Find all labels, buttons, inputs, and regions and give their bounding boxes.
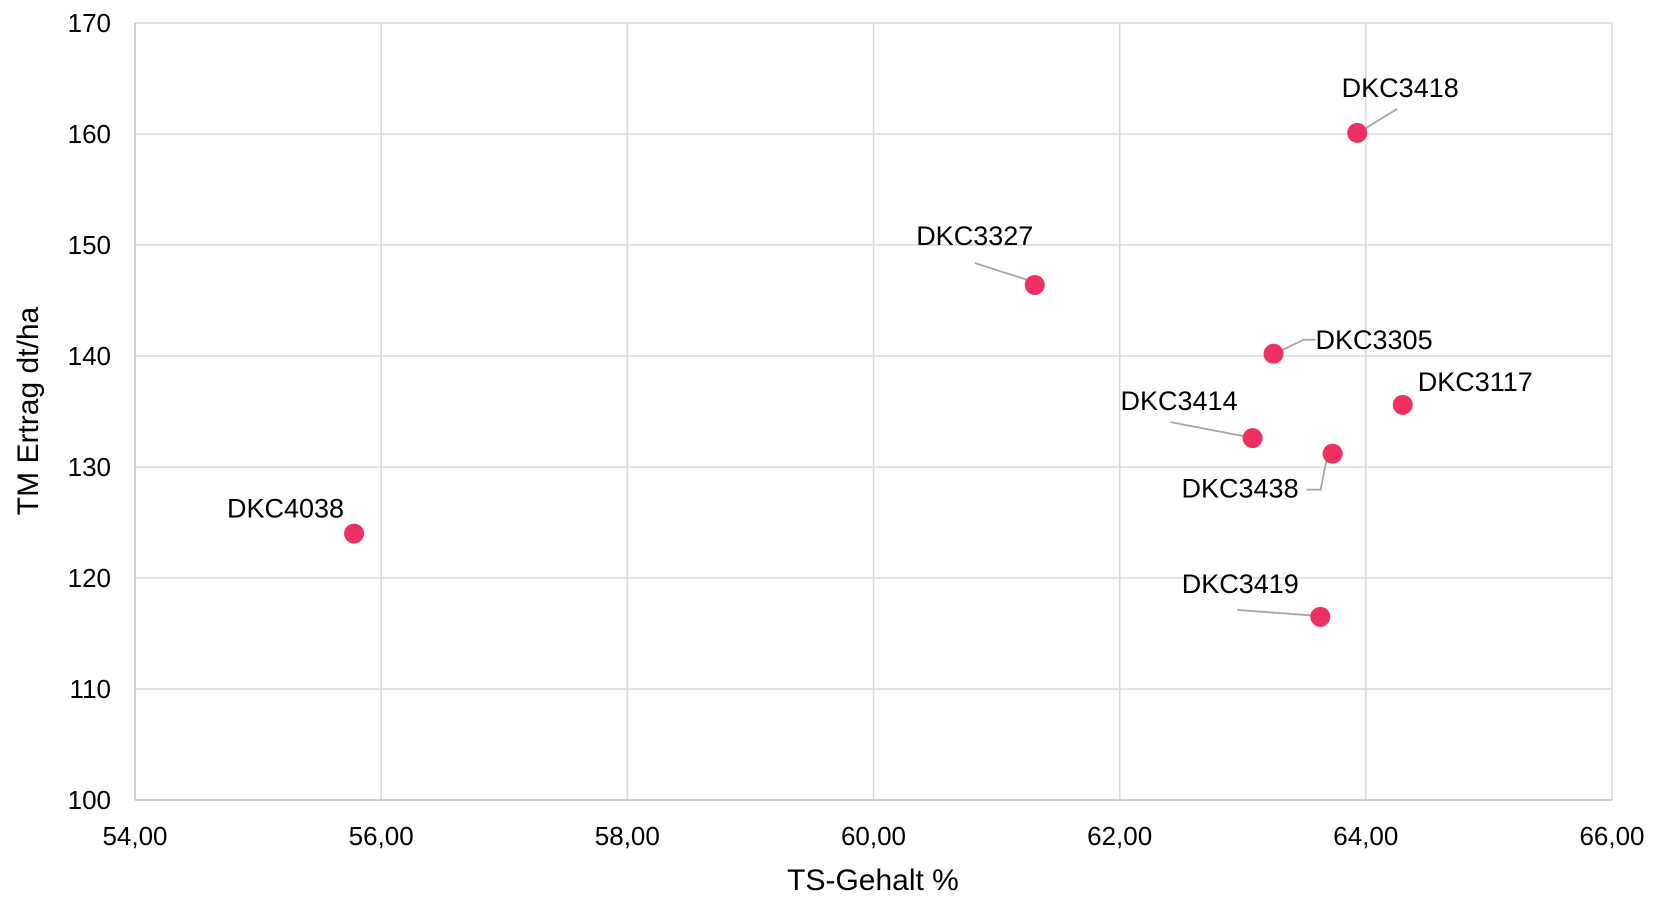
x-tick-label: 54,00 — [102, 821, 167, 851]
data-point — [1263, 343, 1284, 364]
x-tick-label: 60,00 — [841, 821, 906, 851]
point-label: DKC3117 — [1418, 367, 1533, 397]
y-tick-label: 160 — [68, 119, 111, 149]
point-labels: DKC4038 DKC3327 DKC3418 DKC3305 DKC3117 DKC34… — [227, 73, 1533, 599]
y-tick-label: 110 — [70, 674, 111, 704]
x-tick-label: 58,00 — [595, 821, 660, 851]
x-tick-label: 66,00 — [1579, 821, 1644, 851]
point-label: DKC4038 — [227, 494, 344, 524]
y-tick-label: 120 — [68, 563, 111, 593]
y-tick-label: 130 — [68, 452, 111, 482]
data-point — [1392, 394, 1413, 415]
data-point — [1310, 606, 1331, 627]
y-tick-label: 100 — [68, 785, 111, 815]
y-axis-title: TM Ertrag dt/ha — [12, 306, 45, 515]
data-point — [1347, 122, 1368, 143]
data-points — [344, 122, 1413, 627]
label-leader-line — [1170, 421, 1249, 439]
grid — [135, 22, 1613, 800]
data-point — [344, 523, 365, 544]
data-point — [1024, 274, 1045, 295]
label-leader-line — [1306, 459, 1328, 491]
x-tick-label: 56,00 — [349, 821, 414, 851]
y-tick-label: 150 — [68, 230, 111, 260]
label-leader-line — [974, 262, 1032, 282]
x-axis-title: TS-Gehalt % — [787, 864, 959, 897]
point-label: DKC3419 — [1182, 569, 1299, 599]
axes — [134, 23, 1612, 801]
label-leader-line — [1237, 608, 1317, 617]
x-tick-label: 62,00 — [1087, 821, 1152, 851]
data-point — [1322, 443, 1343, 464]
point-label: DKC3305 — [1316, 325, 1433, 355]
point-label: DKC3438 — [1182, 474, 1299, 504]
label-leader-line — [1278, 338, 1316, 353]
y-tick-label: 140 — [68, 341, 111, 371]
label-leader-line — [1360, 108, 1398, 132]
point-label: DKC3414 — [1121, 386, 1238, 416]
label-leaders — [974, 108, 1398, 617]
point-label: DKC3327 — [916, 221, 1033, 251]
x-tick-label: 64,00 — [1333, 821, 1398, 851]
data-point — [1242, 428, 1263, 449]
tick-labels: 100 110 120 130 140 150 160 170 54,00 56,00 58,00 6… — [68, 8, 1645, 851]
y-tick-label: 170 — [68, 8, 111, 38]
point-label: DKC3418 — [1342, 73, 1459, 103]
